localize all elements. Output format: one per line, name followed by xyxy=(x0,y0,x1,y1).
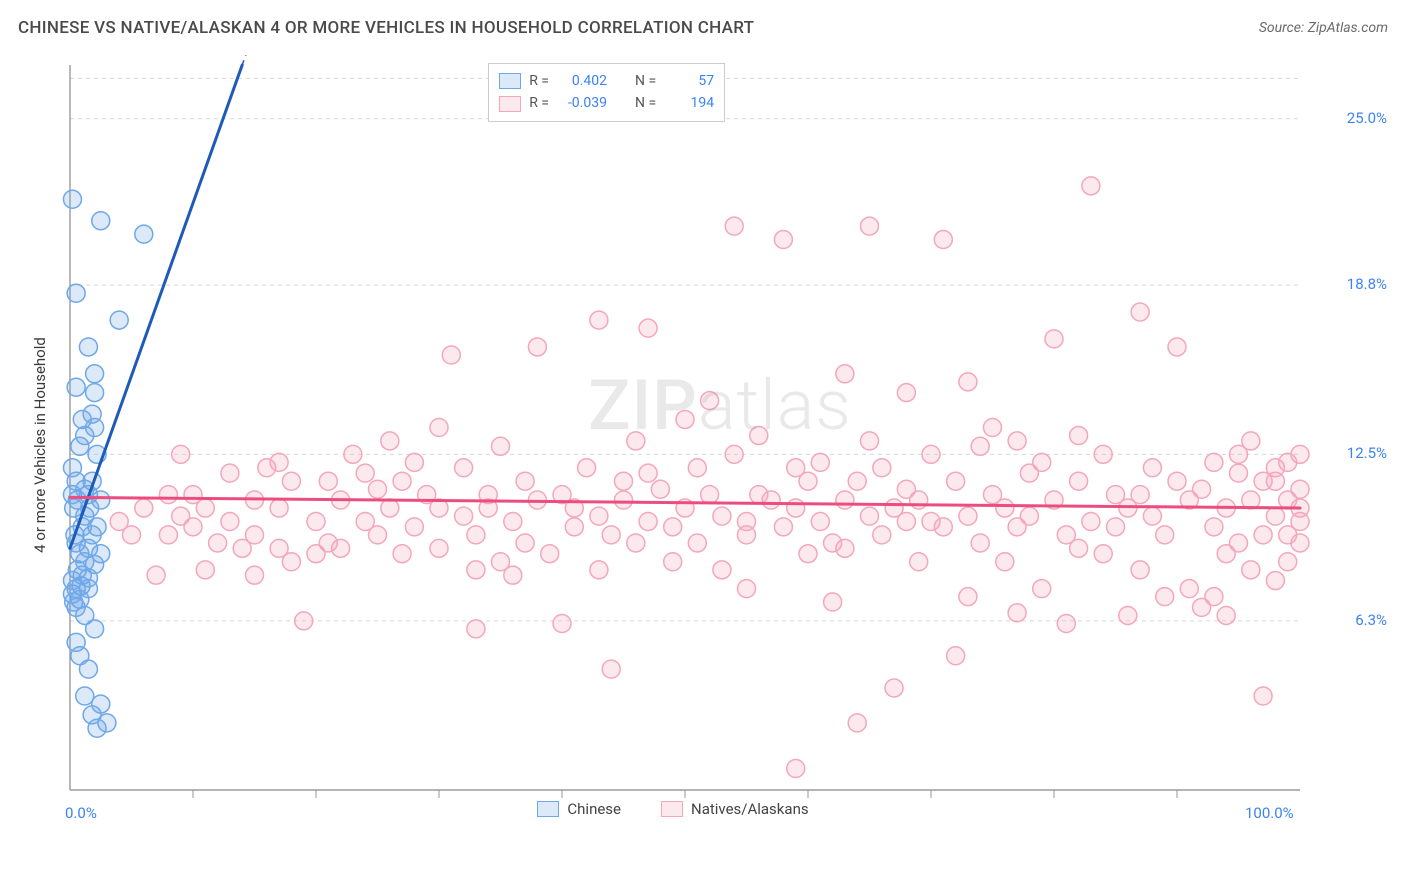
legend-label: Chinese xyxy=(567,800,621,818)
plot-area: 4 or more Vehicles in Household ZIPatlas… xyxy=(50,55,1390,835)
y-tick-label: 18.8% xyxy=(1317,275,1387,293)
r-value: 0.402 xyxy=(559,70,607,92)
legend-label: Natives/Alaskans xyxy=(691,800,809,818)
y-axis-label: 4 or more Vehicles in Household xyxy=(31,337,49,553)
series-legend: Chinese Natives/Alaskans xyxy=(537,800,808,818)
n-value: 57 xyxy=(666,70,714,92)
y-tick-label: 25.0% xyxy=(1317,109,1387,127)
chart-header: CHINESE VS NATIVE/ALASKAN 4 OR MORE VEHI… xyxy=(18,18,1388,38)
stats-row: R = 0.402 N = 57 xyxy=(499,70,714,92)
x-tick-label: 0.0% xyxy=(65,804,97,822)
y-tick-label: 6.3% xyxy=(1317,611,1387,629)
n-label: N = xyxy=(635,92,656,114)
legend-swatch xyxy=(537,801,559,817)
legend-swatch xyxy=(499,73,521,89)
r-label: R = xyxy=(529,70,549,92)
legend-item: Chinese xyxy=(537,800,621,818)
legend-item: Natives/Alaskans xyxy=(661,800,809,818)
n-label: N = xyxy=(635,70,656,92)
chart-title: CHINESE VS NATIVE/ALASKAN 4 OR MORE VEHI… xyxy=(18,18,754,38)
y-tick-label: 12.5% xyxy=(1317,444,1387,462)
legend-swatch xyxy=(661,801,683,817)
stats-legend: R = 0.402 N = 57 R = -0.039 N = 194 xyxy=(488,63,725,122)
n-value: 194 xyxy=(666,92,714,114)
scatter-plot xyxy=(50,55,1390,835)
chart-container: CHINESE VS NATIVE/ALASKAN 4 OR MORE VEHI… xyxy=(0,0,1406,892)
legend-swatch xyxy=(499,96,521,112)
x-tick-label: 100.0% xyxy=(1245,804,1294,822)
r-value: -0.039 xyxy=(559,92,607,114)
r-label: R = xyxy=(529,92,549,114)
source-label: Source: ZipAtlas.com xyxy=(1259,20,1388,36)
stats-row: R = -0.039 N = 194 xyxy=(499,92,714,114)
